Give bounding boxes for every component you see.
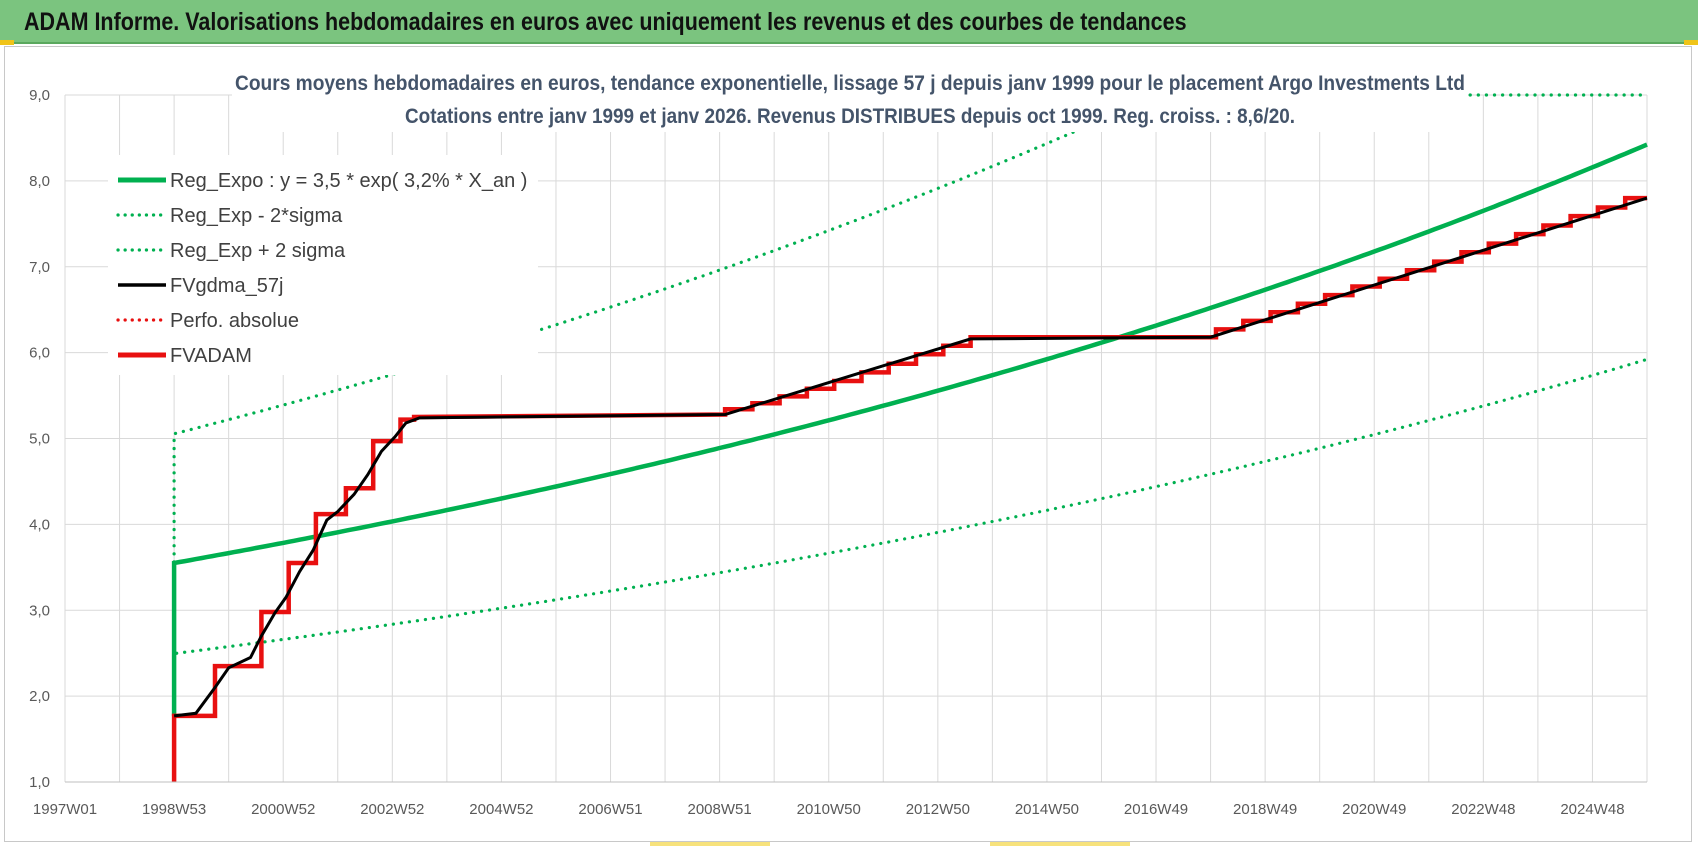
page-title: ADAM Informe. Valorisations hebdomadaire… [24, 8, 1187, 36]
sheet-marker [990, 842, 1130, 846]
legend: Reg_Expo : y = 3,5 * exp( 3,2% * X_an ) R… [108, 155, 538, 375]
legend-label: FVADAM [170, 345, 252, 367]
y-tick-label: 4,0 [29, 516, 50, 533]
x-tick-label: 2006W51 [578, 801, 642, 818]
chart-frame [4, 46, 1692, 842]
legend-label: Reg_Exp + 2 sigma [170, 240, 346, 262]
x-tick-label: 2022W48 [1451, 801, 1515, 818]
chart-title-line-2: Cotations entre janv 1999 et janv 2026. … [405, 105, 1295, 128]
x-tick-label: 2014W50 [1015, 801, 1079, 818]
chart-title-line-1: Cours moyens hebdomadaires en euros, ten… [235, 72, 1465, 95]
header-bar: ADAM Informe. Valorisations hebdomadaire… [0, 0, 1698, 44]
corner-marker-left [0, 40, 14, 45]
x-tick-label: 2000W52 [251, 801, 315, 818]
title-background [232, 66, 1468, 132]
reg-exp-plus-2sigma-line [172, 93, 1649, 718]
legend-label: FVgdma_57j [170, 275, 283, 297]
x-tick-label: 1997W01 [33, 801, 97, 818]
y-tick-label: 8,0 [29, 173, 50, 190]
legend-label: Perfo. absolue [170, 310, 299, 332]
corner-marker-right [1684, 40, 1698, 45]
y-tick-label: 5,0 [29, 431, 50, 448]
series-layer [171, 93, 1649, 782]
x-tick-label: 2020W49 [1342, 801, 1406, 818]
y-tick-label: 2,0 [29, 688, 50, 705]
series-fvgdma-57j [173, 196, 1648, 718]
reg-exp-minus-2sigma-line [172, 357, 1649, 718]
legend-background [108, 155, 538, 375]
reg-expo-line [171, 142, 1648, 716]
legend-label: Reg_Exp - 2*sigma [170, 205, 343, 227]
x-tick-label: 2012W50 [906, 801, 970, 818]
y-tick-label: 1,0 [29, 774, 50, 791]
sheet-marker [650, 842, 770, 846]
x-tick-label: 1998W53 [142, 801, 206, 818]
axis-layer: 1,0 2,0 3,0 4,0 5,0 6,0 7,0 8,0 9,0 1997W01 1998W5… [29, 87, 1647, 818]
x-tick-label: 2004W52 [469, 801, 533, 818]
x-tick-label: 2008W51 [688, 801, 752, 818]
y-tick-label: 3,0 [29, 602, 50, 619]
y-tick-label: 6,0 [29, 345, 50, 362]
x-tick-label: 2002W52 [360, 801, 424, 818]
x-tick-label: 2024W48 [1560, 801, 1624, 818]
y-tick-label: 9,0 [29, 87, 50, 104]
x-tick-label: 2010W50 [797, 801, 861, 818]
legend-label: Reg_Expo : y = 3,5 * exp( 3,2% * X_an ) [170, 170, 527, 192]
y-tick-label: 7,0 [29, 259, 50, 276]
x-tick-label: 2018W49 [1233, 801, 1297, 818]
x-tick-label: 2016W49 [1124, 801, 1188, 818]
